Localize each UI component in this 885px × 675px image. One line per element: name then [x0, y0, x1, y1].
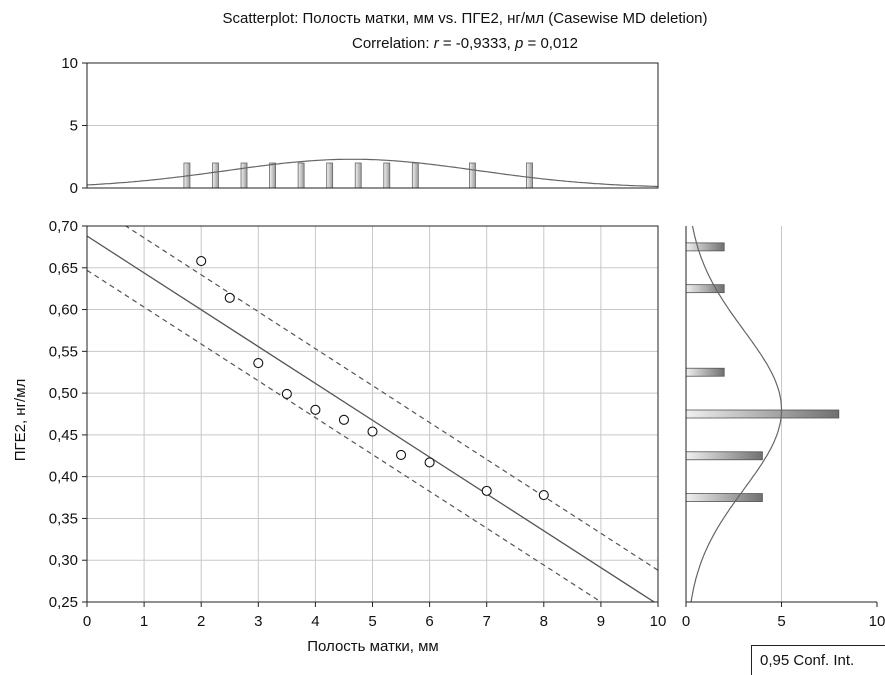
y-tick-label: 0,60	[49, 302, 78, 319]
x-tick-label: 4	[311, 613, 319, 630]
p-symbol: p	[515, 35, 524, 52]
x-tick-label: 2	[197, 613, 205, 630]
top-hist-bar	[326, 162, 334, 189]
top-hist-normal-curve	[86, 158, 659, 188]
data-point	[395, 449, 407, 460]
top-hist-bar	[240, 162, 248, 189]
top-hist-bar	[526, 162, 533, 189]
y-tick-label: 0,45	[49, 427, 78, 444]
right-hist-tick-label: 10	[869, 613, 885, 630]
data-point	[253, 357, 264, 369]
y-tick-label: 0,55	[49, 343, 78, 360]
data-point	[196, 256, 207, 267]
correlation-prefix: Correlation:	[352, 35, 434, 52]
x-tick-label: 1	[140, 613, 148, 630]
top-hist-bar	[212, 162, 219, 189]
x-tick-label: 5	[368, 613, 376, 630]
x-tick-label: 3	[254, 613, 262, 630]
y-tick-label: 0,40	[49, 469, 78, 486]
top-hist-bar	[354, 162, 362, 189]
right-hist-bar	[685, 367, 725, 377]
main-plot-frame	[86, 225, 659, 603]
top-hist-frame	[86, 62, 659, 189]
top-hist-bar	[469, 162, 476, 189]
main-scatter-plot: 0 1 2 3 4 5 6 7 8 9 10 0,25 0,30 0,35 0,40 0,45 0,50 0,55…	[49, 218, 667, 630]
x-tick-label: 8	[540, 613, 548, 630]
top-hist-bar	[297, 162, 305, 189]
right-hist-bar	[685, 242, 725, 252]
top-hist-tick-label: 0	[70, 180, 78, 197]
data-point	[367, 426, 378, 437]
data-point	[481, 485, 492, 496]
right-hist-normal-curve	[690, 225, 783, 603]
y-axis-label: ПГЕ2, нг/мл	[12, 379, 29, 462]
x-tick-label: 9	[597, 613, 605, 630]
p-value: = 0,012	[523, 35, 578, 52]
data-point	[338, 414, 350, 425]
top-hist-bar	[269, 162, 276, 189]
y-tick-label: 0,65	[49, 260, 78, 277]
y-tick-label: 0,30	[49, 552, 78, 569]
r-value: = -0,9333,	[438, 35, 516, 52]
chart-subtitle: Correlation: r = -0,9333, p = 0,012	[0, 35, 885, 52]
regression-line	[87, 235, 656, 602]
x-axis-label: Полость матки, мм	[307, 638, 439, 655]
right-hist-tick-label: 0	[682, 613, 690, 630]
data-point	[224, 292, 235, 303]
top-hist-tick-label: 5	[70, 118, 78, 135]
confidence-interval-legend: 0,95 Conf. Int.	[751, 645, 885, 675]
data-point	[424, 457, 435, 468]
data-point	[310, 404, 321, 415]
right-hist-bar	[685, 409, 840, 419]
fit-lines	[87, 226, 658, 602]
y-tick-label: 0,35	[49, 510, 78, 527]
data-point	[281, 388, 292, 399]
r-symbol: r	[433, 35, 439, 52]
y-tick-label: 0,25	[49, 594, 78, 611]
right-hist-tick-label: 5	[777, 613, 785, 630]
right-hist-bar	[685, 451, 763, 461]
x-tick-label: 10	[650, 613, 667, 630]
right-histogram: 0 5 10	[682, 225, 885, 630]
y-tick-label: 0,70	[49, 218, 78, 235]
x-tick-label: 6	[425, 613, 433, 630]
y-tick-label: 0,50	[49, 385, 78, 402]
data-point	[538, 489, 549, 501]
right-hist-bar	[685, 284, 725, 294]
chart-title: Scatterplot: Полость матки, мм vs. ПГЕ2,…	[222, 10, 708, 27]
x-tick-label: 0	[83, 613, 91, 630]
x-tick-label: 7	[483, 613, 491, 630]
right-hist-bar	[685, 493, 763, 502]
top-histogram: 0 5 10	[61, 55, 659, 197]
top-hist-bar	[383, 162, 391, 189]
top-hist-bar	[411, 162, 419, 189]
top-hist-tick-label: 10	[61, 55, 78, 72]
